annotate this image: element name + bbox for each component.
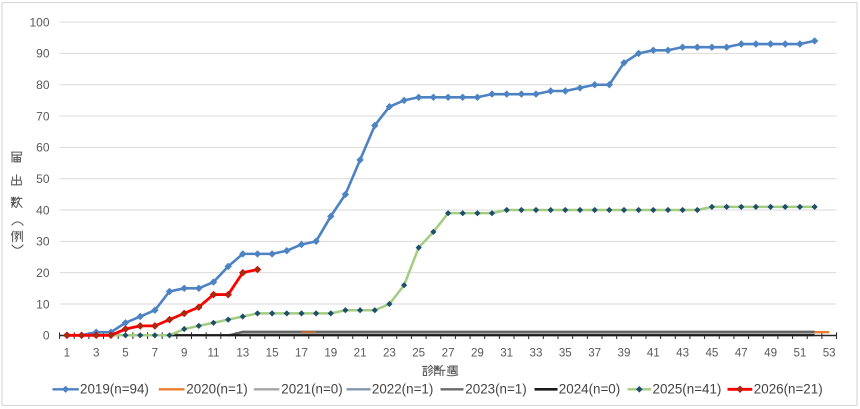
svg-text:70: 70 [36,109,50,123]
svg-text:80: 80 [36,78,50,92]
svg-text:17: 17 [295,346,308,359]
svg-text:0: 0 [43,329,50,343]
svg-text:19: 19 [324,346,337,359]
svg-text:27: 27 [442,346,455,359]
svg-text:3: 3 [93,346,99,359]
svg-text:47: 47 [735,346,748,359]
svg-text:2022(n=1): 2022(n=1) [372,382,433,397]
svg-text:5: 5 [122,346,128,359]
svg-text:20: 20 [36,266,50,280]
svg-text:13: 13 [236,346,249,359]
svg-text:41: 41 [647,346,660,359]
svg-text:11: 11 [207,346,219,359]
svg-text:49: 49 [764,346,777,359]
svg-text:33: 33 [530,346,543,359]
svg-text:40: 40 [36,203,50,217]
svg-text:39: 39 [618,346,631,359]
svg-text:7: 7 [152,346,158,359]
svg-text:50: 50 [36,172,50,186]
svg-text:2025(n=41): 2025(n=41) [653,382,722,397]
svg-text:100: 100 [29,15,49,29]
svg-text:2021(n=0): 2021(n=0) [281,382,342,397]
svg-text:2026(n=21): 2026(n=21) [754,382,823,397]
svg-text:25: 25 [412,346,425,359]
svg-text:10: 10 [36,297,50,311]
svg-text:30: 30 [36,235,50,249]
svg-text:90: 90 [36,47,50,61]
svg-text:1: 1 [64,346,70,359]
svg-text:15: 15 [266,346,279,359]
svg-text:31: 31 [500,346,513,359]
svg-text:37: 37 [588,346,601,359]
svg-text:2024(n=0): 2024(n=0) [559,382,620,397]
svg-text:21: 21 [354,346,367,359]
svg-text:2023(n=1): 2023(n=1) [465,382,526,397]
svg-text:2019(n=94): 2019(n=94) [80,382,149,397]
svg-text:23: 23 [383,346,396,359]
svg-text:60: 60 [36,141,50,155]
svg-text:29: 29 [471,346,484,359]
svg-text:9: 9 [181,346,187,359]
svg-text:2020(n=1): 2020(n=1) [186,382,247,397]
svg-text:45: 45 [705,346,718,359]
svg-text:35: 35 [559,346,572,359]
svg-text:43: 43 [676,346,689,359]
svg-text:53: 53 [823,346,836,359]
svg-text:51: 51 [793,346,806,359]
